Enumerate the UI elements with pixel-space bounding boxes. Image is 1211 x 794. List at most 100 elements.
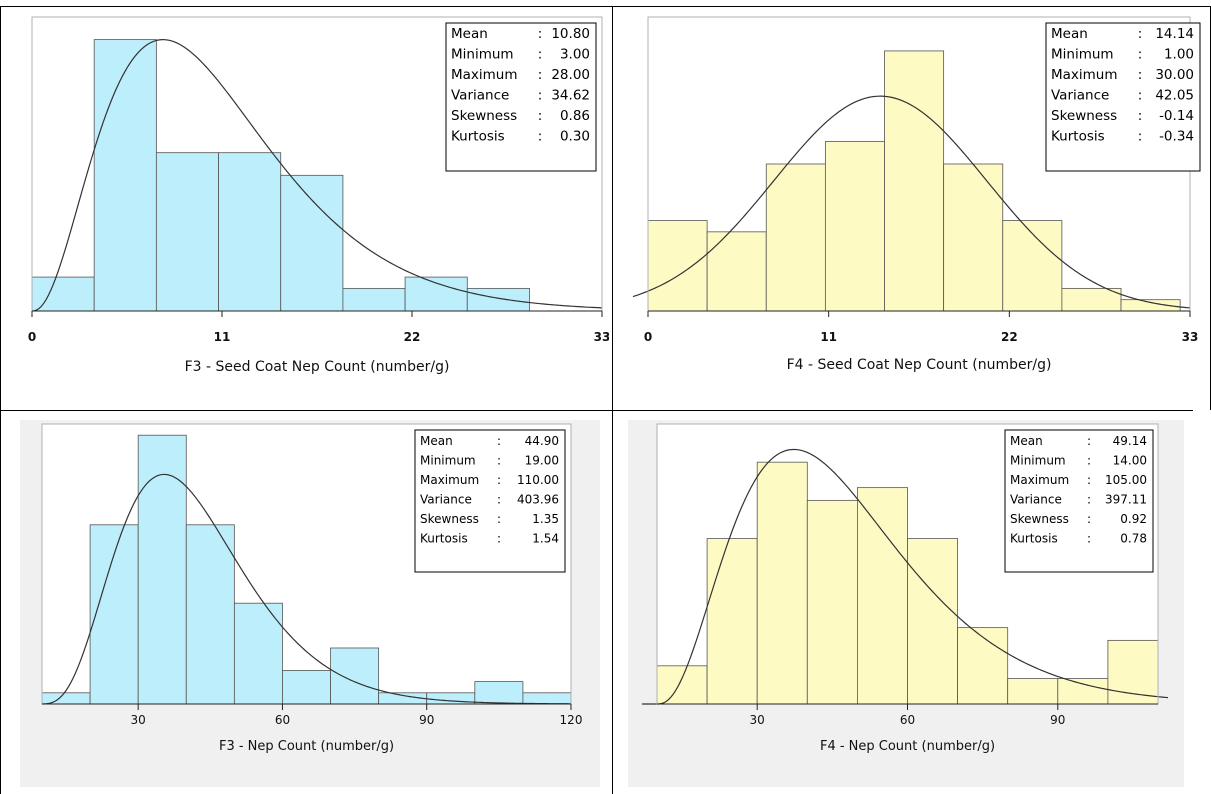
histogram-bar bbox=[1107, 639, 1159, 705]
x-axis-label: F3 - Nep Count (number/g) bbox=[219, 739, 394, 754]
x-tick-label: 30 bbox=[131, 713, 146, 727]
x-tick-label: 60 bbox=[900, 713, 915, 727]
stat-name: Kurtosis bbox=[451, 129, 505, 145]
stat-value: 110.00 bbox=[517, 473, 559, 487]
stat-value: 49.14 bbox=[1113, 434, 1147, 448]
x-tick-label: 90 bbox=[1050, 713, 1065, 727]
stat-colon: : bbox=[538, 88, 543, 104]
stat-value: 19.00 bbox=[525, 454, 559, 468]
stat-colon: : bbox=[1087, 532, 1091, 546]
stat-name: Kurtosis bbox=[1051, 129, 1105, 145]
stat-value: 1.00 bbox=[1164, 47, 1194, 63]
histogram-bar bbox=[765, 163, 826, 312]
stat-name: Minimum bbox=[451, 47, 514, 63]
stat-value: -0.34 bbox=[1159, 129, 1194, 145]
stat-name: Minimum bbox=[420, 454, 476, 468]
histogram-bar bbox=[824, 140, 885, 312]
stat-colon: : bbox=[1087, 434, 1091, 448]
x-tick-label: 90 bbox=[419, 713, 434, 727]
stat-name: Variance bbox=[1051, 88, 1109, 104]
x-axis-label: F4 - Nep Count (number/g) bbox=[820, 739, 995, 754]
stats-legend-box bbox=[445, 22, 597, 172]
histogram-bar bbox=[137, 434, 187, 705]
histogram-bar bbox=[706, 231, 767, 312]
stat-value: 1.54 bbox=[532, 532, 559, 546]
stat-value: 10.80 bbox=[551, 26, 590, 42]
stats-legend: Mean:49.14Minimum:14.00Maximum:105.00Var… bbox=[1004, 429, 1154, 573]
stat-colon: : bbox=[497, 473, 501, 487]
histogram-bar bbox=[884, 50, 945, 312]
x-tick-label: 22 bbox=[404, 330, 421, 344]
stat-colon: : bbox=[538, 108, 543, 124]
histogram-svg: 30 60 90 F4 - Nep Count (number/g) Mean: 49.1… bbox=[628, 420, 1184, 787]
x-tick-label: 60 bbox=[275, 713, 290, 727]
histogram-bar bbox=[806, 499, 858, 705]
x-tick-label: 11 bbox=[214, 330, 231, 344]
stat-name: Variance bbox=[451, 88, 509, 104]
stat-colon: : bbox=[1087, 493, 1091, 507]
stats-legend: Mean:14.14Minimum:1.00Maximum:30.00Varia… bbox=[1045, 22, 1201, 172]
stats-legend-box bbox=[1045, 22, 1201, 172]
chart-f3-seed-coat: 0 11 22 33 F3 - Seed Coat Nep Count (number/… bbox=[14, 13, 609, 383]
stat-value: 0.92 bbox=[1120, 512, 1147, 526]
stat-name: Skewness bbox=[1010, 512, 1069, 526]
stat-value: 28.00 bbox=[551, 67, 590, 83]
stats-legend: Mean:10.80Minimum:3.00Maximum:28.00Varia… bbox=[445, 22, 597, 172]
stat-name: Variance bbox=[1010, 493, 1062, 507]
stat-name: Maximum bbox=[1010, 473, 1069, 487]
chart-f3-nep: 30 60 90 120 F3 - Nep Count (number/g) Mean: 4… bbox=[20, 420, 600, 787]
stat-colon: : bbox=[1138, 47, 1143, 63]
x-tick-label: 11 bbox=[820, 330, 837, 344]
stat-value: 42.05 bbox=[1155, 88, 1194, 104]
stat-value: 14.14 bbox=[1155, 26, 1194, 42]
stat-colon: : bbox=[497, 532, 501, 546]
stats-legend: Mean: 44.90 Minimum: 19.00 Maximum: 110.00 Var… bbox=[414, 429, 566, 573]
histogram-bar bbox=[907, 538, 958, 705]
stat-name: Mean bbox=[1051, 26, 1088, 42]
stat-name: Kurtosis bbox=[420, 532, 468, 546]
fitted-curve bbox=[41, 473, 572, 705]
histogram-bar bbox=[656, 665, 708, 705]
fitted-curve bbox=[31, 39, 603, 312]
histogram-bar bbox=[647, 220, 708, 312]
stat-colon: : bbox=[1138, 67, 1143, 83]
stat-colon: : bbox=[538, 67, 543, 83]
stat-value: 397.11 bbox=[1105, 493, 1147, 507]
stat-colon: : bbox=[1138, 129, 1143, 145]
stat-value: 403.96 bbox=[517, 493, 559, 507]
histogram-bar bbox=[856, 487, 908, 705]
chart-f4-nep: 30 60 90 F4 - Nep Count (number/g) Mean: 49.1… bbox=[628, 420, 1184, 787]
fitted-curve bbox=[632, 95, 1191, 309]
stat-colon: : bbox=[538, 26, 543, 42]
stat-name: Minimum bbox=[1051, 47, 1114, 63]
histogram-bar bbox=[1007, 678, 1059, 705]
stat-colon: : bbox=[538, 47, 543, 63]
stat-name: Skewness bbox=[451, 108, 517, 124]
x-tick-label: 33 bbox=[1182, 330, 1199, 344]
stats-legend-box bbox=[1004, 429, 1154, 573]
x-tick-label: 33 bbox=[594, 330, 609, 344]
stat-colon: : bbox=[1138, 108, 1143, 124]
stat-colon: : bbox=[497, 493, 501, 507]
histogram-bar bbox=[1057, 678, 1109, 705]
histogram-bar bbox=[1061, 287, 1122, 312]
histogram-bar bbox=[93, 39, 157, 312]
histogram-bar bbox=[404, 276, 468, 312]
stat-name: Minimum bbox=[1010, 454, 1066, 468]
x-axis-label: F3 - Seed Coat Nep Count (number/g) bbox=[185, 359, 450, 375]
stat-value: 0.78 bbox=[1120, 532, 1147, 546]
histogram-bar bbox=[280, 174, 344, 312]
x-tick-label: 30 bbox=[750, 713, 765, 727]
stat-value: 34.62 bbox=[551, 88, 590, 104]
x-tick-label: 120 bbox=[560, 713, 583, 727]
histogram-bar bbox=[466, 287, 530, 312]
histogram-bar bbox=[282, 669, 331, 705]
stat-name: Mean bbox=[1010, 434, 1043, 448]
stat-value: 30.00 bbox=[1155, 67, 1194, 83]
stat-name: Kurtosis bbox=[1010, 532, 1058, 546]
histogram-bar bbox=[185, 524, 235, 705]
histogram-svg: 0 11 22 33 F3 - Seed Coat Nep Count (number/… bbox=[28, 16, 609, 375]
fitted-curve bbox=[641, 448, 1169, 705]
stat-name: Skewness bbox=[420, 512, 479, 526]
